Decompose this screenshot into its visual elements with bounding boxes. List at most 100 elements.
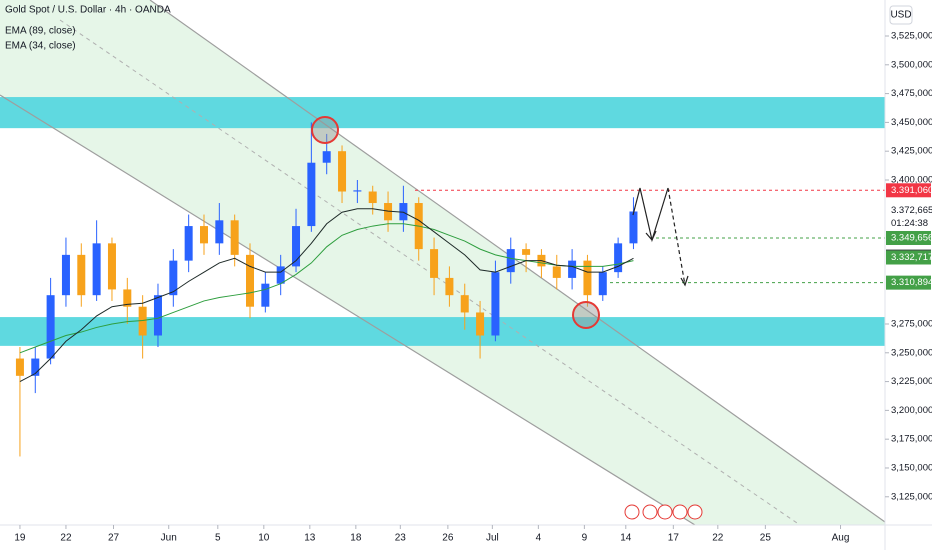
candle-body	[460, 295, 469, 313]
y-tick-label: 3,125,000	[891, 491, 932, 502]
candle-body	[384, 203, 393, 221]
channel-fill	[0, 0, 885, 525]
candle-body	[307, 162, 316, 227]
x-tick-label: Aug	[832, 533, 850, 544]
candle-body	[230, 220, 239, 255]
arrow-heads	[645, 230, 689, 287]
zone	[0, 317, 885, 346]
countdown: 01:24:38	[891, 218, 928, 229]
x-tick-label: 4	[536, 533, 542, 544]
x-tick-label: 5	[215, 533, 221, 544]
candle-body	[31, 358, 40, 376]
candle-body	[123, 289, 132, 307]
price-label: 3.332,717	[891, 252, 932, 263]
channel-lower	[0, 94, 696, 526]
chart-title: Gold Spot / U.S. Dollar · 4h · OANDA	[5, 5, 171, 16]
candle-body	[199, 226, 208, 244]
price-label-box	[886, 183, 931, 198]
price-label: 3.310,894	[891, 277, 932, 288]
candle-body	[92, 243, 101, 296]
candle-body	[338, 151, 347, 192]
price-axis	[885, 0, 932, 550]
candle-body	[368, 191, 377, 204]
y-tick-label: 3,400,000	[891, 175, 932, 186]
currency: USD	[890, 10, 911, 21]
legend-entry: EMA (89, close)	[5, 26, 76, 37]
candle-body	[215, 220, 224, 244]
candle-body	[184, 226, 193, 261]
projection	[632, 187, 669, 243]
candle-body	[261, 283, 270, 307]
price-label-box	[886, 250, 931, 265]
x-tick-label: 27	[108, 533, 120, 544]
event-icons[interactable]	[624, 504, 703, 520]
candle-body	[15, 358, 24, 376]
candle-body	[568, 260, 577, 278]
candle-body	[292, 226, 301, 267]
y-tick-label: 3,475,000	[891, 88, 932, 99]
y-tick-label: 3,425,000	[891, 146, 932, 157]
price-label-box	[886, 275, 931, 290]
candle-body	[61, 254, 70, 296]
channel-upper	[149, 0, 886, 523]
candle-body	[583, 260, 592, 296]
x-tick-label: 10	[258, 533, 270, 544]
zone	[0, 97, 885, 129]
price-label: 3.372,665	[891, 205, 932, 216]
x-tick-label: 26	[442, 533, 454, 544]
candle-body	[399, 203, 408, 221]
x-tick-label: 18	[350, 533, 362, 544]
candle-body	[476, 312, 485, 336]
candle-body	[246, 254, 255, 307]
ema-line	[19, 208, 634, 383]
y-tick-label: 3,200,000	[891, 405, 932, 416]
highlight-circle	[311, 116, 339, 144]
candle-body	[522, 249, 531, 255]
x-tick-label: Jul	[486, 533, 499, 544]
y-tick-label: 3,450,000	[891, 117, 932, 128]
y-tick-label: 3,525,000	[891, 31, 932, 42]
candle-body	[598, 272, 607, 296]
candle-body	[153, 295, 162, 336]
candle-body	[491, 272, 500, 336]
candle-body	[169, 260, 178, 296]
highlight-circle	[572, 301, 600, 329]
y-tick-label: 3,225,000	[891, 376, 932, 387]
y-tick-label: 3,275,000	[891, 319, 932, 330]
x-tick-label: 14	[620, 533, 632, 544]
legend-entry: EMA (34, close)	[5, 41, 76, 52]
candle-body	[138, 306, 147, 336]
x-tick-label: 17	[668, 533, 680, 544]
ema-line	[19, 223, 634, 354]
x-tick-label: 9	[582, 533, 588, 544]
y-tick-label: 3,500,000	[891, 59, 932, 70]
x-tick-label: 23	[395, 533, 407, 544]
candle-body	[77, 254, 86, 296]
x-tick-label: 22	[60, 533, 72, 544]
y-tick-label: 3,150,000	[891, 462, 932, 473]
candle-body	[552, 266, 561, 278]
price-label: 3.349,656	[891, 233, 932, 244]
candle-body	[107, 243, 116, 290]
candle-body	[353, 190, 362, 192]
price-label: 3.391,060	[891, 185, 932, 196]
projection-dashed	[667, 187, 686, 286]
y-tick-label: 3,250,000	[891, 347, 932, 358]
price-label-box	[886, 230, 931, 245]
candle-body	[276, 266, 285, 284]
x-tick-label: 25	[760, 533, 772, 544]
candle-body	[629, 211, 638, 244]
y-tick-label: 3,175,000	[891, 434, 932, 445]
currency-box[interactable]	[889, 5, 913, 25]
x-tick-label: 13	[304, 533, 316, 544]
x-tick-label: 19	[14, 533, 26, 544]
candle-body	[614, 243, 623, 273]
candle-body	[322, 151, 331, 163]
x-tick-label: 22	[712, 533, 724, 544]
channel-mid	[59, 19, 801, 526]
candle-body	[430, 249, 439, 278]
candle-body	[506, 249, 515, 273]
candle-body	[46, 295, 55, 359]
candle-body	[445, 277, 454, 296]
